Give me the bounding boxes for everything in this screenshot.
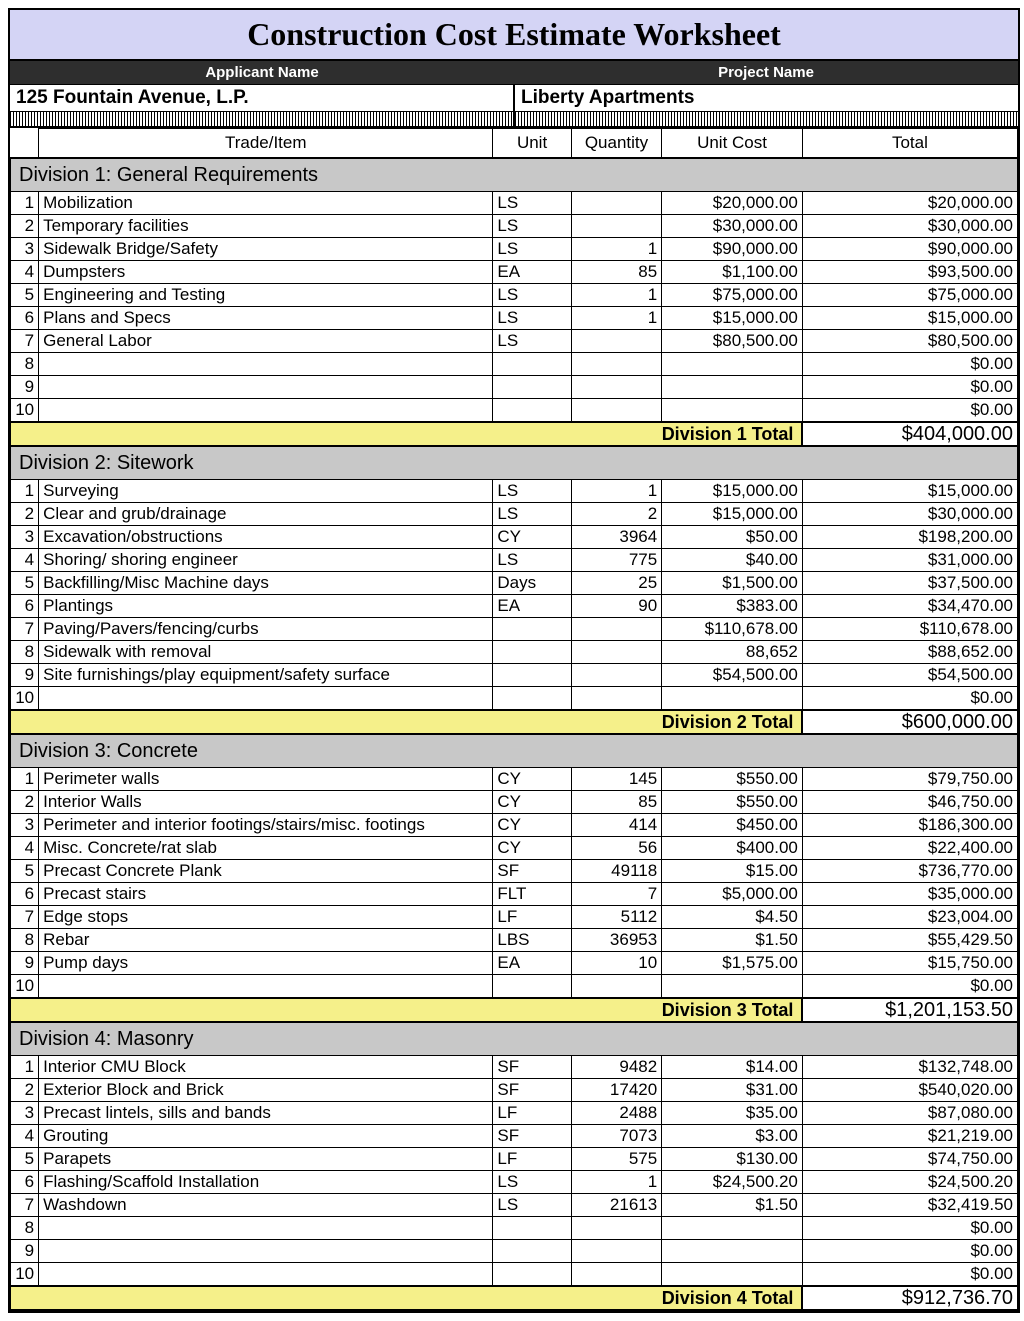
division-total: Division 2 Total$600,000.00	[11, 710, 1018, 734]
table-row: 3Excavation/obstructionsCY3964$50.00$198…	[11, 526, 1018, 549]
table-row: 2Exterior Block and BrickSF17420$31.00$5…	[11, 1079, 1018, 1102]
applicant-label: Applicant Name	[10, 61, 514, 84]
worksheet: Construction Cost Estimate Worksheet App…	[8, 8, 1020, 1313]
column-headers: Trade/Item Unit Quantity Unit Cost Total	[11, 129, 1018, 159]
table-row: 4DumpstersEA85$1,100.00$93,500.00	[11, 261, 1018, 284]
division-total: Division 1 Total$404,000.00	[11, 422, 1018, 446]
table-row: 9Site furnishings/play equipment/safety …	[11, 664, 1018, 687]
division-total: Division 4 Total$912,736.70	[11, 1286, 1018, 1310]
col-unit: Unit	[493, 129, 571, 159]
table-row: 8$0.00	[11, 1217, 1018, 1240]
table-row: 3Perimeter and interior footings/stairs/…	[11, 814, 1018, 837]
header-labels: Applicant Name Project Name	[10, 61, 1018, 85]
table-row: 6PlantingsEA90$383.00$34,470.00	[11, 595, 1018, 618]
table-row: 10$0.00	[11, 1263, 1018, 1287]
table-row: 2Clear and grub/drainageLS2$15,000.00$30…	[11, 503, 1018, 526]
table-row: 4Shoring/ shoring engineerLS775$40.00$31…	[11, 549, 1018, 572]
table-row: 7WashdownLS21613$1.50$32,419.50	[11, 1194, 1018, 1217]
table-row: 1Perimeter wallsCY145$550.00$79,750.00	[11, 768, 1018, 791]
table-row: 5Precast Concrete PlankSF49118$15.00$736…	[11, 860, 1018, 883]
table-row: 5ParapetsLF575$130.00$74,750.00	[11, 1148, 1018, 1171]
table-row: 9Pump daysEA10$1,575.00$15,750.00	[11, 952, 1018, 975]
division-header: Division 2: Sitework	[11, 446, 1018, 480]
table-row: 4GroutingSF7073$3.00$21,219.00	[11, 1125, 1018, 1148]
table-row: 6Flashing/Scaffold InstallationLS1$24,50…	[11, 1171, 1018, 1194]
table-row: 1Interior CMU BlockSF9482$14.00$132,748.…	[11, 1056, 1018, 1079]
table-row: 2Temporary facilitiesLS$30,000.00$30,000…	[11, 215, 1018, 238]
table-row: 10$0.00	[11, 975, 1018, 999]
header-values: 125 Fountain Avenue, L.P. Liberty Apartm…	[10, 85, 1018, 112]
col-qty: Quantity	[571, 129, 661, 159]
table-row: 2Interior WallsCY85$550.00$46,750.00	[11, 791, 1018, 814]
table-row: 7Paving/Pavers/fencing/curbs$110,678.00$…	[11, 618, 1018, 641]
table-row: 8$0.00	[11, 353, 1018, 376]
division-header: Division 1: General Requirements	[11, 158, 1018, 192]
table-row: 3Sidewalk Bridge/SafetyLS1$90,000.00$90,…	[11, 238, 1018, 261]
table-row: 6Plans and SpecsLS1$15,000.00$15,000.00	[11, 307, 1018, 330]
col-ucost: Unit Cost	[662, 129, 803, 159]
col-trade: Trade/Item	[39, 129, 493, 159]
estimate-table: Trade/Item Unit Quantity Unit Cost Total…	[10, 128, 1018, 1311]
table-row: 5Engineering and TestingLS1$75,000.00$75…	[11, 284, 1018, 307]
table-row: 8RebarLBS36953$1.50$55,429.50	[11, 929, 1018, 952]
division-header: Division 3: Concrete	[11, 734, 1018, 768]
barcode-strip	[10, 112, 1018, 128]
table-row: 1MobilizationLS$20,000.00$20,000.00	[11, 192, 1018, 215]
page-title: Construction Cost Estimate Worksheet	[10, 10, 1018, 61]
table-row: 9$0.00	[11, 1240, 1018, 1263]
applicant-value: 125 Fountain Avenue, L.P.	[10, 85, 515, 111]
table-row: 6Precast stairsFLT7$5,000.00$35,000.00	[11, 883, 1018, 906]
division-header: Division 4: Masonry	[11, 1022, 1018, 1056]
table-row: 7Edge stopsLF5112$4.50$23,004.00	[11, 906, 1018, 929]
division-total: Division 3 Total$1,201,153.50	[11, 998, 1018, 1022]
table-row: 9$0.00	[11, 376, 1018, 399]
project-label: Project Name	[514, 61, 1018, 84]
table-row: 10$0.00	[11, 399, 1018, 423]
table-row: 8Sidewalk with removal88,652$88,652.00	[11, 641, 1018, 664]
table-row: 10$0.00	[11, 687, 1018, 711]
table-row: 7General LaborLS$80,500.00$80,500.00	[11, 330, 1018, 353]
table-row: 5Backfilling/Misc Machine daysDays25$1,5…	[11, 572, 1018, 595]
table-row: 4Misc. Concrete/rat slabCY56$400.00$22,4…	[11, 837, 1018, 860]
table-row: 3Precast lintels, sills and bandsLF2488$…	[11, 1102, 1018, 1125]
col-total: Total	[802, 129, 1017, 159]
project-value: Liberty Apartments	[515, 85, 1018, 111]
table-row: 1SurveyingLS1$15,000.00$15,000.00	[11, 480, 1018, 503]
